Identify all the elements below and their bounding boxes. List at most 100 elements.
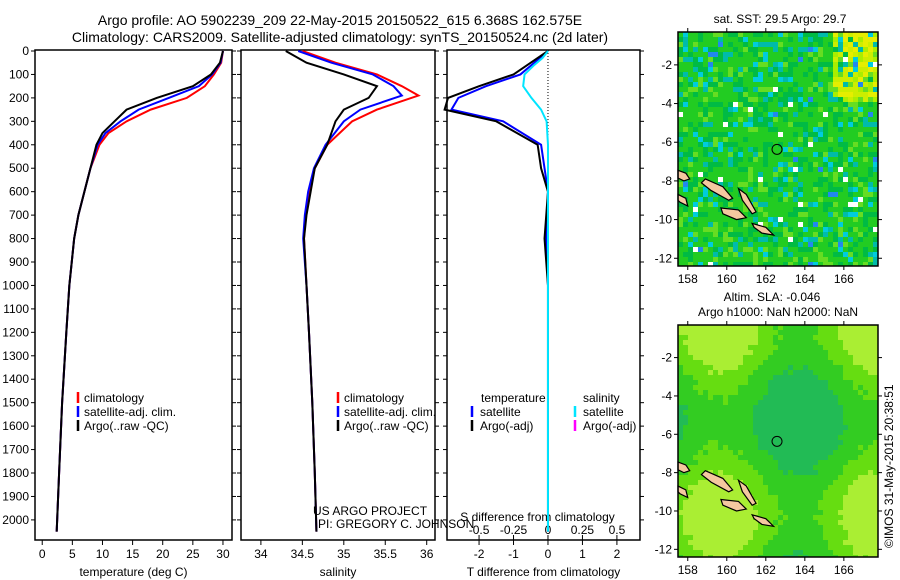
lat-tick-label: -10 xyxy=(655,504,673,518)
y-tick-label: 1600 xyxy=(2,419,29,433)
map-title: Altim. SLA: -0.046 xyxy=(724,290,821,304)
lat-tick-label: -2 xyxy=(661,351,672,365)
salinity-panel: 34 34.5 35 35.5 36 salinity climatologysatelli… xyxy=(237,49,439,579)
plot-frame xyxy=(446,49,641,541)
plot-frame xyxy=(240,49,436,541)
argo-float-marker xyxy=(771,435,783,447)
map-frame xyxy=(677,324,879,558)
lat-tick-label: -4 xyxy=(661,97,672,111)
y-tick-label: 1000 xyxy=(2,278,29,292)
lat-tick-label: -4 xyxy=(661,389,672,403)
y-tick-label: 500 xyxy=(9,161,29,175)
legend-label: satellite-adj. clim. xyxy=(84,405,176,419)
title-line-1: Argo profile: AO 5902239_209 22-May-2015… xyxy=(97,12,583,28)
y-tick-label: 1100 xyxy=(3,302,29,316)
lon-tick-label: 160 xyxy=(717,272,737,286)
series-salinity-satellite xyxy=(522,50,549,532)
y-tick-label: 1400 xyxy=(2,372,29,386)
legend: temperature salinitysatelliteArgo(-adj)sa… xyxy=(470,391,636,433)
x2-tick-label: 0.5 xyxy=(609,523,626,537)
lon-tick-label: 162 xyxy=(756,272,776,286)
island xyxy=(720,498,748,512)
lat-tick-label: -10 xyxy=(655,213,673,227)
legend-label: satellite-adj. clim. xyxy=(344,405,436,419)
lon-tick-label: 166 xyxy=(834,272,854,286)
x-tick-label: 35 xyxy=(337,547,351,561)
y-tick-label: 700 xyxy=(9,208,29,222)
y-tick-label: 1700 xyxy=(2,443,29,457)
lat-tick-label: -6 xyxy=(661,427,672,441)
x2-axis-label: S difference from climatology xyxy=(460,510,615,524)
x-tick-label: 5 xyxy=(69,547,76,561)
x2-tick-label: -0.5 xyxy=(469,523,490,537)
temperature-panel: 0 5 10 15 20 25 30 temperature (deg C) 0 100 200 30… xyxy=(2,44,236,579)
series-temperature-satellite xyxy=(449,50,549,532)
coastline xyxy=(677,461,776,528)
x2-tick-label: 0.25 xyxy=(571,523,595,537)
project-label: US ARGO PROJECT xyxy=(313,504,428,518)
legend-label: Argo(-adj) xyxy=(480,419,533,433)
y-tick-label: 900 xyxy=(9,255,29,269)
x-axis-label: temperature (deg C) xyxy=(79,565,187,579)
legend-label: Argo(..raw -QC) xyxy=(344,419,429,433)
x-tick-label: 30 xyxy=(216,547,230,561)
x-tick-label: 34.5 xyxy=(291,547,315,561)
credit-text: ©IMOS 31-May-2015 20:38:51 xyxy=(882,384,896,548)
map-title: sat. SST: 29.5 Argo: 29.7 xyxy=(714,12,847,26)
series-argo-raw-qc- xyxy=(285,50,379,532)
y-tick-label: 300 xyxy=(9,114,29,128)
y-tick-label: 0 xyxy=(22,44,29,58)
argo-float-marker xyxy=(771,143,783,155)
lat-tick-label: -12 xyxy=(655,542,673,556)
x-tick-label: 34 xyxy=(254,547,268,561)
island xyxy=(720,207,748,221)
series-argo-raw-qc- xyxy=(55,50,224,532)
x-tick-label: 0 xyxy=(545,547,552,561)
legend-label: climatology xyxy=(344,391,404,405)
island xyxy=(750,513,776,528)
legend-title: salinity xyxy=(583,391,620,405)
legend-label: Argo(-adj) xyxy=(583,419,636,433)
y-tick-label: 1800 xyxy=(2,466,29,480)
lon-tick-label: 166 xyxy=(834,563,854,577)
lat-tick-label: -12 xyxy=(655,251,673,265)
x2-tick-label: -0.25 xyxy=(500,523,528,537)
y-tick-label: 100 xyxy=(9,67,29,81)
lon-tick-label: 158 xyxy=(678,563,698,577)
y-tick-label: 1900 xyxy=(2,489,29,503)
x-tick-label: 36 xyxy=(420,547,434,561)
lat-tick-label: -8 xyxy=(661,466,672,480)
y-tick-label: 200 xyxy=(9,91,29,105)
coastline xyxy=(677,169,776,236)
sla-map: 158 160 162 164 166 -2 -4 -6 -8 -10 -12 Altim. SLA:… xyxy=(655,290,882,577)
lon-tick-label: 162 xyxy=(756,563,776,577)
y-tick-label: 1300 xyxy=(2,349,29,363)
island xyxy=(737,478,757,506)
lon-tick-label: 158 xyxy=(678,272,698,286)
y-tick-label: 1500 xyxy=(2,396,29,410)
y-tick-label: 1200 xyxy=(2,325,29,339)
island xyxy=(700,178,734,201)
y-tick-label: 800 xyxy=(9,232,29,246)
x-tick-label: 2 xyxy=(614,547,621,561)
legend-label: satellite xyxy=(583,405,624,419)
legend-label: satellite xyxy=(480,405,521,419)
x-tick-label: 15 xyxy=(126,547,140,561)
x-axis-label: T difference from climatology xyxy=(467,565,621,579)
plot-frame xyxy=(34,49,233,541)
x-tick-label: 10 xyxy=(96,547,110,561)
island xyxy=(700,470,734,493)
title-line-2: Climatology: CARS2009. Satellite-adjuste… xyxy=(71,29,609,45)
island xyxy=(750,222,776,236)
x-tick-label: 1 xyxy=(579,547,586,561)
x-tick-label: -2 xyxy=(474,547,485,561)
x-tick-label: -1 xyxy=(508,547,519,561)
island xyxy=(737,187,757,215)
lat-tick-label: -8 xyxy=(661,174,672,188)
series-temperature-argo-adj- xyxy=(443,50,549,532)
lat-tick-label: -2 xyxy=(661,58,672,72)
lon-tick-label: 164 xyxy=(795,563,815,577)
